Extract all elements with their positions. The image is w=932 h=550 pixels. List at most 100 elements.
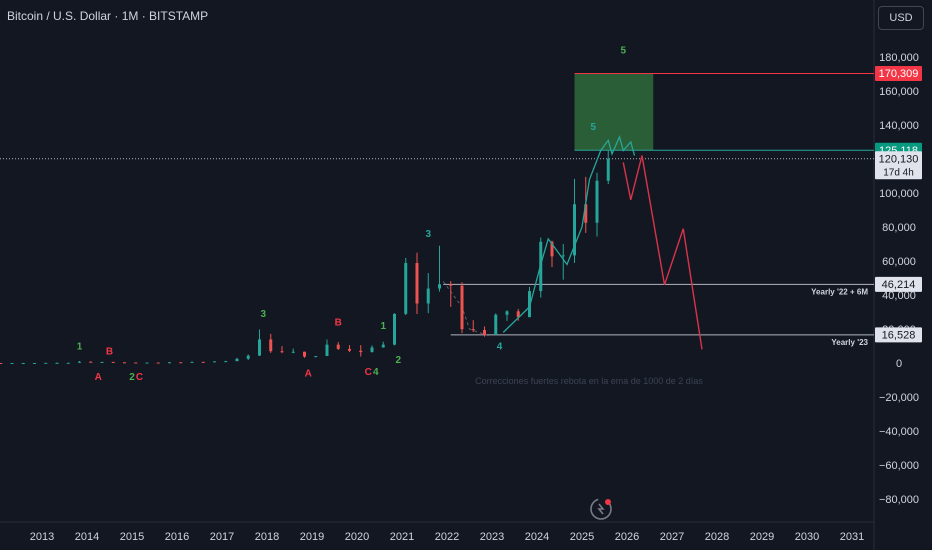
tradingview-logo-icon (590, 498, 612, 520)
x-tick-label: 2028 (705, 531, 729, 543)
candle-body (134, 362, 138, 364)
candle-body (291, 351, 295, 353)
candle-body (179, 362, 183, 364)
wave-label: 3 (260, 309, 266, 320)
candle-body (381, 344, 385, 348)
wave-label: 4 (373, 367, 379, 378)
x-tick-label: 2026 (615, 531, 639, 543)
x-tick-label: 2023 (480, 531, 504, 543)
x-tick-label: 2018 (255, 531, 279, 543)
candle-body (494, 314, 498, 335)
wave-label: C (365, 367, 372, 378)
wave-path (502, 134, 636, 333)
candle-body (44, 362, 48, 364)
candle-body (449, 284, 453, 286)
wave-label: 5 (620, 46, 626, 57)
candle-body (123, 362, 126, 364)
wave-label: 2 (129, 372, 135, 383)
y-tick-label: 100,000 (879, 188, 919, 200)
candle-body (471, 329, 475, 331)
level-label: Yearly '22 + 6M (811, 287, 868, 296)
x-tick-label: 2022 (435, 531, 459, 543)
candle-body (201, 361, 205, 363)
y-tick-label: 0 (896, 358, 902, 370)
candle-body (258, 339, 261, 356)
symbol-title[interactable]: Bitcoin / U.S. Dollar · 1M · BITSTAMP (7, 9, 209, 23)
candle-body (314, 356, 318, 358)
wave-label: 1 (77, 341, 83, 352)
candle-body (561, 255, 565, 257)
candle-body (303, 351, 306, 357)
candle-body (78, 361, 81, 363)
candle-body (325, 344, 329, 357)
candle-body (55, 362, 59, 364)
y-tick-label: 60,000 (882, 256, 916, 268)
candle-body (348, 348, 351, 351)
y-tick-label: −60,000 (879, 460, 919, 472)
candle-body (415, 263, 419, 304)
x-tick-label: 2021 (390, 531, 414, 543)
price-tag (875, 151, 922, 180)
price-tag (875, 65, 922, 81)
projection-path (622, 155, 703, 350)
candle-body (156, 362, 160, 364)
candle-body (10, 362, 14, 364)
wave-label: B (106, 347, 113, 358)
candle-body (516, 311, 520, 318)
candle-body (224, 361, 228, 363)
y-tick-label: 180,000 (879, 52, 919, 64)
candle-body (426, 288, 430, 304)
price-tag-label: 46,214 (882, 279, 916, 291)
annotation-text: Correcciones fuertes rebota en la ema de… (475, 376, 703, 386)
wave-label: 1 (380, 321, 386, 332)
wave-label: 2 (395, 355, 401, 366)
candle-body (213, 361, 216, 363)
candle-body (393, 313, 396, 345)
y-tick-label: 40,000 (882, 290, 916, 302)
price-tag-label: 120,130 (879, 153, 919, 165)
x-tick-label: 2020 (345, 531, 369, 543)
target-box (574, 73, 654, 151)
y-tick-label: 160,000 (879, 86, 919, 98)
y-tick-label: −40,000 (879, 426, 919, 438)
y-tick-label: 80,000 (882, 222, 916, 234)
candle-body (528, 291, 531, 318)
candle-body (190, 361, 194, 363)
candle-body (404, 263, 408, 314)
candle-body (145, 362, 149, 364)
currency-button[interactable]: USD (878, 6, 924, 30)
dashed-correction-line (442, 281, 489, 337)
candle-body (280, 351, 284, 353)
wave-label: B (335, 318, 342, 329)
candle-body (595, 180, 599, 223)
x-tick-label: 2027 (660, 531, 684, 543)
y-tick-label: −20,000 (879, 392, 919, 404)
price-tag-countdown: 17d 4h (883, 167, 914, 178)
x-tick-label: 2025 (570, 531, 594, 543)
candle-body (235, 358, 239, 362)
candle-body (100, 361, 104, 363)
price-tag (875, 327, 922, 343)
candle-body (66, 362, 70, 364)
candle-body (336, 344, 340, 349)
wave-label: C (136, 372, 143, 383)
candle-body (573, 204, 576, 256)
wave-label: A (305, 369, 312, 380)
x-tick-label: 2024 (525, 531, 549, 543)
candle-body (21, 362, 25, 364)
candle-body (483, 330, 486, 335)
candle-body (246, 355, 250, 359)
candle-body (111, 361, 115, 363)
x-tick-label: 2030 (795, 531, 819, 543)
candle-body (269, 339, 273, 352)
candle-body (550, 241, 554, 257)
y-tick-label: 140,000 (879, 120, 919, 132)
x-tick-label: 2015 (120, 531, 144, 543)
candle-body (89, 361, 93, 363)
x-tick-label: 2013 (30, 531, 54, 543)
x-tick-label: 2014 (75, 531, 99, 543)
price-tag-label: 16,528 (882, 329, 916, 341)
candle-body (33, 362, 36, 364)
candle-body (606, 158, 610, 181)
